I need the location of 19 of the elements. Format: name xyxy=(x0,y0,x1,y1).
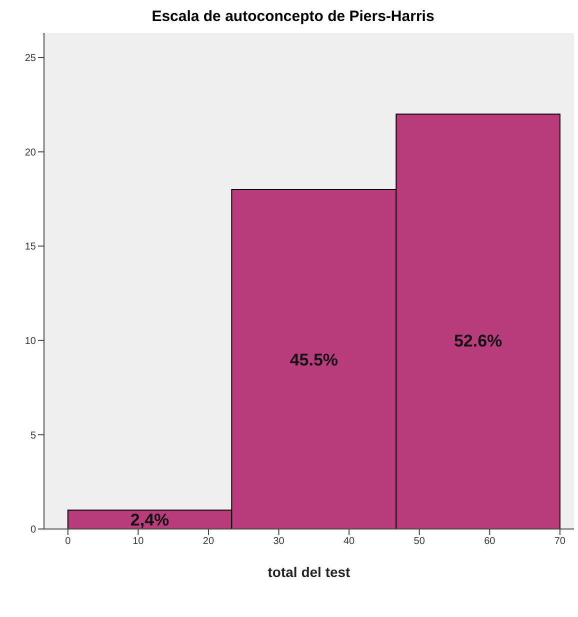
x-tick-label: 30 xyxy=(273,536,285,548)
x-tick-label: 10 xyxy=(132,536,144,548)
x-tick-label: 20 xyxy=(202,536,214,548)
x-tick-label: 70 xyxy=(554,536,566,548)
y-tick-label: 15 xyxy=(24,242,36,253)
x-axis-title: total del test xyxy=(268,564,351,580)
y-tick-label: 25 xyxy=(24,53,36,64)
y-tick-label: 10 xyxy=(24,336,36,347)
y-tick-label: 0 xyxy=(30,524,36,536)
annotation: 45.5% xyxy=(290,350,338,370)
x-tick-label: 40 xyxy=(344,536,356,548)
annotation: 52.6% xyxy=(454,331,502,350)
y-tick-label: 5 xyxy=(30,430,36,442)
x-tick-label: 60 xyxy=(484,536,496,548)
x-tick-label: 50 xyxy=(414,536,426,548)
chart-title: Escala de autoconcepto de Piers-Harris xyxy=(150,8,436,25)
y-tick-label: 20 xyxy=(24,147,36,158)
annotation: 2,4% xyxy=(130,510,170,530)
x-tick-label: 0 xyxy=(65,536,72,548)
